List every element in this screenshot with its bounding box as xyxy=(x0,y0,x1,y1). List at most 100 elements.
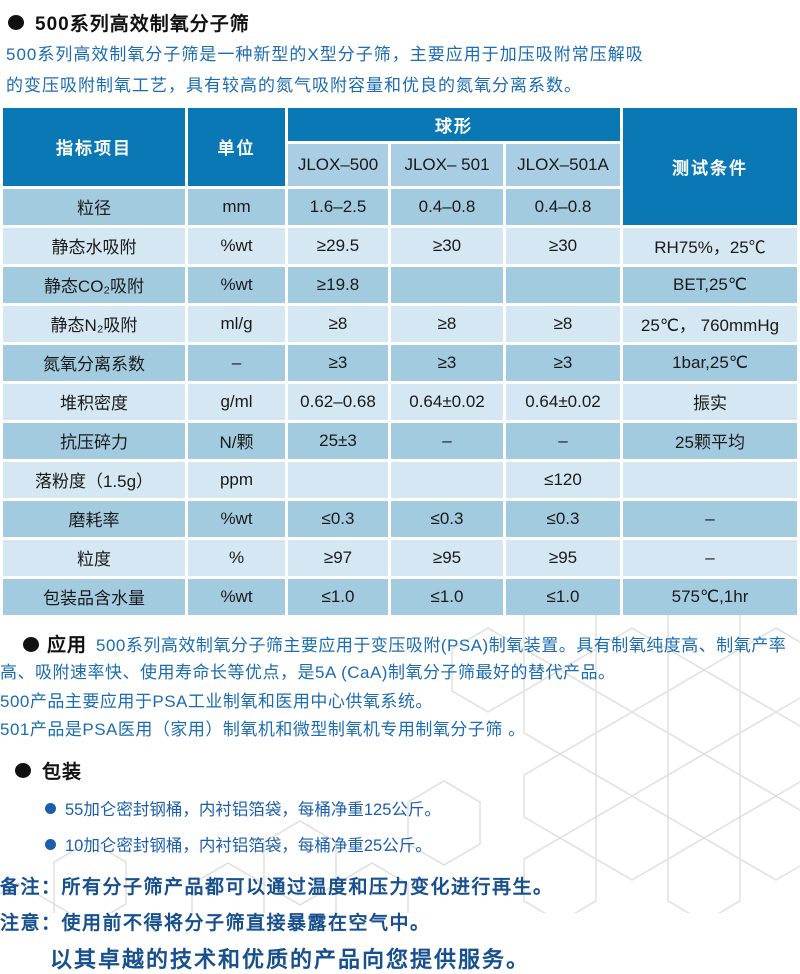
table-row: 粒径 mm 1.6–2.5 0.4–0.8 0.4–0.8 xyxy=(3,188,797,225)
application-line-500: 500产品主要应用于PSA工业制氧和医用中心供氧系统。 xyxy=(0,691,433,711)
packaging-item-text: 55加仑密封钢桶，内衬铝箔袋，每桶净重125公斤。 xyxy=(65,801,441,820)
list-bullet-icon xyxy=(45,802,56,814)
spec-value-cell: ≥97 xyxy=(288,539,388,576)
spec-value-cell: ml/g xyxy=(188,305,285,342)
spec-label-cell: 静态CO₂吸附 xyxy=(3,266,185,303)
application-text: 500系列高效制氧分子筛主要应用于变压吸附(PSA)制氧装置。具有制氧纯度高、制… xyxy=(0,635,787,683)
spec-value-cell xyxy=(391,266,503,303)
application-paragraph: 应用 500系列高效制氧分子筛主要应用于变压吸附(PSA)制氧装置。具有制氧纯度高… xyxy=(0,631,800,687)
intro-line: 的变压吸附制氧工艺，具有较高的氮气吸附容量和优良的氮氧分离系数。 xyxy=(6,76,582,96)
spec-label-cell: 粒径 xyxy=(3,188,185,225)
spec-value-cell: ≥8 xyxy=(288,305,388,342)
spec-value-cell: ≥3 xyxy=(391,344,503,381)
page-title: 500系列高效制氧分子筛 xyxy=(0,0,800,39)
spec-value-cell: – xyxy=(188,344,285,381)
spec-value-cell: 0.64±0.02 xyxy=(391,383,503,420)
table-row: 堆积密度 g/ml 0.62–0.68 0.64±0.02 0.64±0.02 振实 xyxy=(3,383,797,420)
table-row: 磨耗率 %wt ≤0.3 ≤0.3 ≤0.3– xyxy=(3,500,797,537)
spec-value-cell: ≥95 xyxy=(506,539,620,576)
spec-value-cell: 1.6–2.5 xyxy=(288,188,388,225)
spec-value-cell: %wt xyxy=(188,266,285,303)
spec-label-cell: 粒度 xyxy=(3,539,185,576)
spec-table: 指标项目 单位 球形 测试条件 JLOX–500 JLOX– 501 JLOX–… xyxy=(0,105,800,618)
spec-value-cell: ≥8 xyxy=(506,305,620,342)
remark-label: 备注： xyxy=(0,877,62,899)
spec-value-cell: 0.62–0.68 xyxy=(288,383,388,420)
header-model: JLOX– 501 xyxy=(391,143,503,186)
spec-value-cell: ≥8 xyxy=(391,305,503,342)
spec-value-cell: 0.4–0.8 xyxy=(506,188,620,225)
caution-label: 注意： xyxy=(0,913,62,935)
table-row: 抗压碎力 N/颗 25±3– –25颗平均 xyxy=(3,422,797,459)
spec-value-cell: ≥3 xyxy=(288,344,388,381)
remark-text: 所有分子筛产品都可以通过温度和压力变化进行再生。 xyxy=(61,877,554,899)
section-bullet-icon xyxy=(8,15,24,30)
spec-value-cell: 25±3 xyxy=(288,422,388,459)
header-shape-group: 球形 xyxy=(288,107,620,141)
table-row: 静态N₂吸附 ml/g ≥8 ≥8 ≥8 25℃， 760mmHg xyxy=(3,305,797,342)
intro-line: 500系列高效制氧分子筛是一种新型的X型分子筛，主要应用于加压吸附常压解吸 xyxy=(6,45,644,64)
spec-value-cell: ≤1.0 xyxy=(506,578,620,615)
spec-value-cell: 575℃,1hr xyxy=(623,578,797,615)
spec-value-cell: ≥30 xyxy=(391,227,503,264)
spec-value-cell xyxy=(391,461,503,498)
application-heading: 应用 xyxy=(47,634,88,656)
notes-section: 备注：所有分子筛产品都可以通过温度和压力变化进行再生。 注意：使用前不得将分子筛… xyxy=(0,872,800,974)
spec-value-cell: 0.4–0.8 xyxy=(391,188,503,225)
spec-value-cell: – xyxy=(623,539,797,576)
remark-line: 备注：所有分子筛产品都可以通过温度和压力变化进行再生。 xyxy=(0,872,800,899)
spec-value-cell: ppm xyxy=(188,461,285,498)
table-model-row: JLOX–500 JLOX– 501 JLOX–501A xyxy=(3,143,797,186)
spec-value-cell: %wt xyxy=(188,227,285,264)
caution-line: 注意：使用前不得将分子筛直接暴露在空气中。 xyxy=(0,908,800,935)
spec-value-cell: % xyxy=(188,539,285,576)
spec-label-cell: 堆积密度 xyxy=(3,383,185,420)
spec-value-cell: N/颗 xyxy=(188,422,285,459)
spec-value-cell: – xyxy=(623,500,797,537)
spec-value-cell: %wt xyxy=(188,578,285,615)
spec-value-cell: ≥30 xyxy=(506,227,620,264)
spec-value-cell: mm xyxy=(188,188,285,225)
table-row: 粒度% ≥97 ≥95 ≥95– xyxy=(3,539,797,576)
spec-label-cell: 抗压碎力 xyxy=(3,422,185,459)
spec-value-cell: 25颗平均 xyxy=(623,422,797,459)
spec-value-cell xyxy=(623,461,797,498)
spec-value-cell: g/ml xyxy=(188,383,285,420)
spec-value-cell: RH75%，25℃ xyxy=(623,227,797,264)
slogan-text: 以其卓越的技术和优质的产品向您提供服务。 xyxy=(50,947,531,973)
spec-value-cell: ≤0.3 xyxy=(506,500,620,537)
list-bullet-icon xyxy=(45,838,56,850)
table-header-row: 指标项目 单位 球形 测试条件 xyxy=(3,107,797,225)
table-row: 静态CO₂吸附 %wt ≥19.8 BET,25℃ xyxy=(3,266,797,303)
spec-value-cell: ≤1.0 xyxy=(288,578,388,615)
spec-table-body: 指标项目 单位 球形 测试条件 JLOX–500 JLOX– 501 JLOX–… xyxy=(3,107,797,615)
spec-label-cell: 静态水吸附 xyxy=(3,227,185,264)
packaging-item: 10加仑密封钢桶，内衬铝箔袋，每桶净重25公斤。 xyxy=(45,832,800,856)
spec-value-cell: 25℃， 760mmHg xyxy=(623,305,797,342)
spec-value-cell xyxy=(506,266,620,303)
spec-value-cell xyxy=(288,461,388,498)
spec-value-cell: 0.64±0.02 xyxy=(506,383,620,420)
header-model: JLOX–500 xyxy=(288,143,388,186)
spec-value-cell: ≤0.3 xyxy=(288,500,388,537)
intro-paragraph: 500系列高效制氧分子筛是一种新型的X型分子筛，主要应用于加压吸附常压解吸 的变… xyxy=(0,39,800,102)
table-row: 包装品含水量 %wt ≤1.0 ≤1.0 ≤1.0 575℃,1hr xyxy=(3,578,797,615)
spec-value-cell: 1bar,25℃ xyxy=(623,344,797,381)
spec-value-cell: ≥95 xyxy=(391,539,503,576)
spec-label-cell: 包装品含水量 xyxy=(3,578,185,615)
spec-value-cell: – xyxy=(391,422,503,459)
table-row: 落粉度（1.5g） ppm ≤120 xyxy=(3,461,797,498)
packaging-item: 55加仑密封钢桶，内衬铝箔袋，每桶净重125公斤。 xyxy=(45,796,800,820)
application-line-501: 501产品是PSA医用（家用）制氧机和微型制氧机专用制氧分子筛 。 xyxy=(0,720,526,739)
header-test-condition: 测试条件 xyxy=(623,107,797,225)
spec-value-cell: ≥29.5 xyxy=(288,227,388,264)
spec-label-cell: 静态N₂吸附 xyxy=(3,305,185,342)
spec-value-cell: ≥3 xyxy=(506,344,620,381)
spec-value-cell: 振实 xyxy=(623,383,797,420)
header-indicator: 指标项目 xyxy=(3,107,185,186)
section-bullet-icon xyxy=(15,763,31,779)
spec-value-cell: ≤1.0 xyxy=(391,578,503,615)
spec-value-cell: %wt xyxy=(188,500,285,537)
spec-value-cell: BET,25℃ xyxy=(623,266,797,303)
